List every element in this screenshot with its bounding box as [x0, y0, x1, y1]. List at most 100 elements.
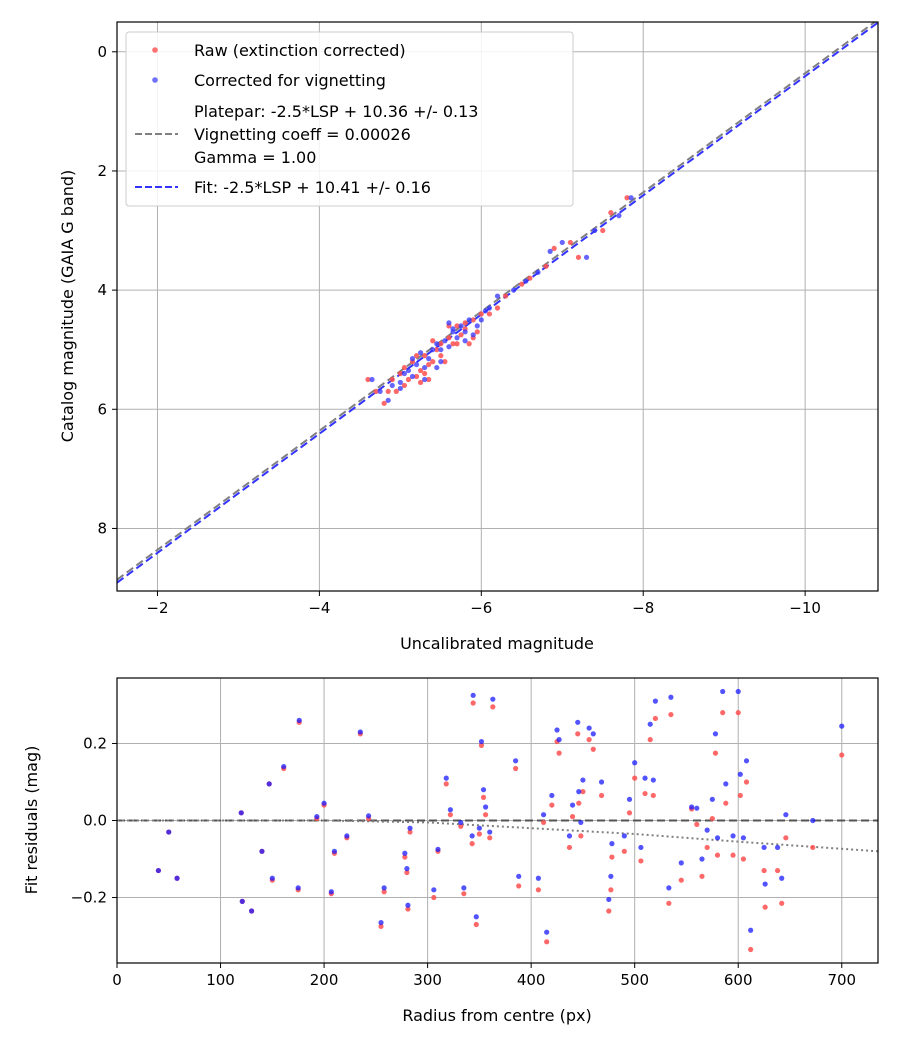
raw-point — [401, 364, 407, 371]
legend-raw-marker — [152, 47, 158, 53]
legend-raw-label: Raw (extinction corrected) — [194, 41, 406, 60]
raw-point — [393, 388, 399, 395]
corrected-point — [626, 796, 633, 802]
corrected-point — [422, 376, 428, 383]
corrected-point — [761, 844, 767, 851]
raw-point — [413, 373, 420, 380]
raw-point — [422, 370, 428, 377]
top-ticks: −2 −4 −6 −8 −10 0 2 4 6 8 — [97, 43, 821, 617]
corrected-point — [699, 856, 705, 862]
corrected-point — [575, 719, 581, 725]
corrected-point — [458, 819, 464, 826]
corrected-point — [723, 781, 729, 787]
raw-point — [723, 800, 729, 806]
corrected-point — [389, 382, 395, 389]
corrected-point — [369, 376, 375, 383]
raw-point — [381, 889, 387, 895]
raw-point — [544, 939, 550, 945]
corrected-point — [709, 796, 715, 802]
raw-point — [556, 750, 562, 756]
raw-point — [699, 873, 705, 879]
x-tick-label: 700 — [827, 971, 856, 989]
corrected-point — [461, 885, 467, 891]
raw-point — [458, 823, 464, 829]
y-tick-label: 2 — [97, 162, 107, 180]
bottom-y-axis-label: Fit residuals (mag) — [22, 746, 41, 895]
raw-point — [365, 376, 371, 383]
platepar-line — [117, 22, 877, 581]
top-fit-lines — [117, 22, 878, 584]
raw-point — [487, 835, 493, 841]
corrected-point — [712, 731, 719, 737]
corrected-point — [401, 370, 407, 377]
raw-point — [434, 347, 440, 353]
corrected-point — [535, 875, 541, 881]
raw-point — [466, 341, 472, 347]
corrected-point — [544, 929, 550, 935]
raw-point — [626, 810, 633, 816]
raw-point — [389, 376, 395, 383]
raw-point — [430, 359, 436, 365]
raw-point — [694, 821, 700, 827]
x-tick-label: 600 — [724, 971, 753, 989]
x-tick-label: −8 — [632, 599, 654, 617]
raw-point — [543, 263, 549, 269]
corrected-point — [689, 804, 695, 810]
raw-point — [606, 908, 612, 914]
raw-point — [575, 254, 582, 260]
raw-point — [442, 359, 448, 365]
raw-point — [426, 361, 432, 368]
corrected-point — [616, 213, 622, 219]
top-plot-frame — [116, 21, 879, 592]
raw-point — [762, 904, 768, 910]
corrected-point — [632, 760, 638, 766]
corrected-point — [431, 887, 437, 893]
raw-point — [551, 245, 557, 252]
corrected-point — [482, 804, 489, 810]
corrected-point — [331, 848, 338, 854]
raw-point — [502, 293, 509, 299]
corrected-point — [397, 379, 403, 386]
corrected-point — [839, 723, 845, 729]
corrected-point — [166, 829, 172, 835]
raw-point — [647, 737, 653, 743]
corrected-point — [447, 807, 453, 813]
raw-point — [712, 750, 719, 756]
raw-point — [482, 812, 489, 818]
corrected-point — [480, 787, 487, 793]
corrected-point — [321, 800, 327, 806]
corrected-point — [549, 792, 555, 799]
corrected-point — [473, 914, 479, 920]
corrected-point — [377, 388, 383, 395]
raw-point — [668, 711, 674, 718]
x-tick-label: 400 — [517, 971, 546, 989]
corrected-point — [810, 817, 816, 824]
legend-platepar-label: Platepar: -2.5*LSP + 10.36 +/- 0.13 — [194, 102, 478, 121]
corrected-point — [155, 867, 162, 874]
corrected-point — [779, 875, 785, 881]
raw-point — [650, 792, 656, 799]
raw-point — [810, 844, 816, 851]
raw-point — [586, 737, 592, 743]
raw-point — [624, 195, 630, 201]
corrected-point — [535, 269, 541, 275]
corrected-point — [730, 833, 736, 839]
raw-point — [513, 765, 519, 772]
corrected-point — [592, 227, 598, 234]
corrected-point — [554, 727, 560, 733]
raw-point — [735, 710, 741, 716]
corrected-point — [269, 875, 275, 881]
x-tick-label: −10 — [789, 599, 821, 617]
corrected-point — [547, 248, 553, 254]
corrected-point — [405, 367, 412, 374]
corrected-point — [446, 320, 452, 326]
corrected-point — [609, 841, 615, 847]
x-tick-label: 300 — [413, 971, 442, 989]
corrected-point — [174, 875, 180, 881]
corrected-point — [783, 812, 789, 818]
raw-point — [447, 812, 453, 818]
y-tick-label: 6 — [97, 400, 107, 418]
corrected-point — [266, 781, 272, 787]
raw-point — [575, 731, 581, 737]
